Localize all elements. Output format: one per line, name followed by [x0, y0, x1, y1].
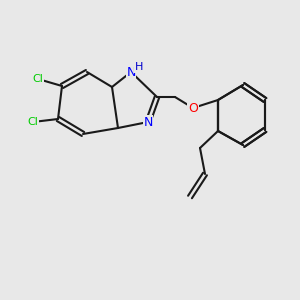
Text: O: O — [188, 101, 198, 115]
Text: N: N — [143, 116, 153, 128]
Text: Cl: Cl — [33, 74, 44, 84]
Text: H: H — [135, 62, 143, 72]
Text: Cl: Cl — [28, 117, 38, 127]
Text: N: N — [126, 65, 136, 79]
